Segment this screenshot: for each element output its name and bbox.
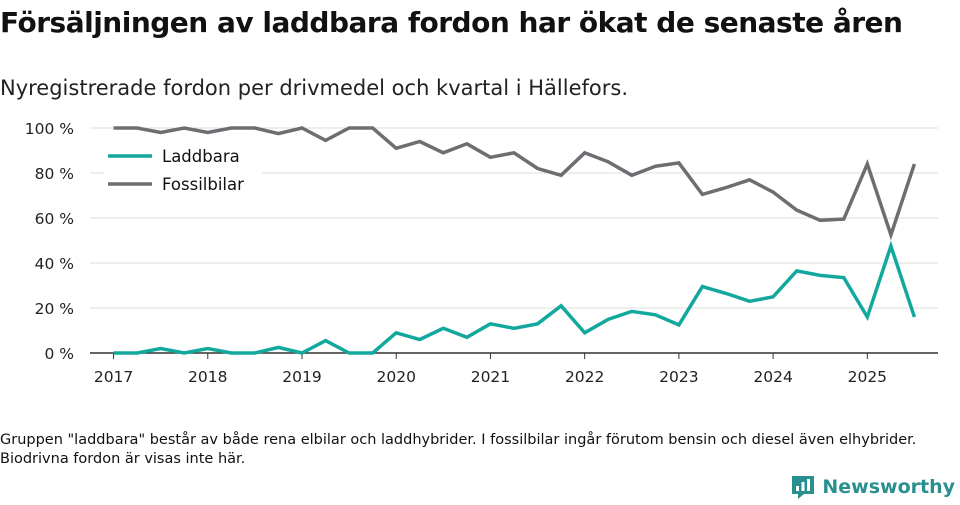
line-chart: 0 % 20 % 40 % 60 % 80 % 100 % 2017 2018 2019 202…	[25, 120, 938, 386]
legend-label-fossilbilar: Fossilbilar	[162, 175, 244, 194]
x-tick-label: 2021	[471, 368, 510, 386]
x-tick-label: 2023	[659, 368, 698, 386]
x-tick-label: 2020	[376, 368, 415, 386]
series-line-fossilbilar	[113, 126, 917, 241]
footnote: Gruppen "laddbara" består av både rena e…	[0, 432, 917, 467]
x-tick-label: 2024	[753, 368, 792, 386]
x-tick-label: 2019	[282, 368, 321, 386]
chart-title: Försäljningen av laddbara fordon har öka…	[0, 6, 903, 39]
brand-name: Newsworthy	[822, 476, 955, 498]
x-tick-label: 2017	[94, 368, 133, 386]
x-tick-label: 2022	[565, 368, 604, 386]
legend: Laddbara Fossilbilar	[104, 144, 262, 200]
series-lines	[113, 126, 917, 355]
newsworthy-logo-icon	[792, 476, 815, 499]
series-line-laddbara	[113, 240, 917, 355]
y-tick-label: 40 %	[35, 255, 74, 273]
legend-background	[104, 144, 262, 200]
y-tick-label: 100 %	[25, 120, 74, 138]
x-axis: 2017 2018 2019 2020 2021 2022 2023 2024 2025	[90, 352, 938, 386]
x-tick-label: 2025	[848, 368, 887, 386]
y-axis-ticks: 0 % 20 % 40 % 60 % 80 % 100 %	[25, 120, 74, 363]
chart-subtitle: Nyregistrerade fordon per drivmedel och …	[0, 76, 629, 100]
legend-label-laddbara: Laddbara	[162, 147, 240, 166]
x-tick-label: 2018	[188, 368, 227, 386]
y-tick-label: 20 %	[35, 300, 74, 318]
y-tick-label: 60 %	[35, 210, 74, 228]
brand-logo[interactable]: Newsworthy	[790, 474, 955, 500]
y-tick-label: 0 %	[44, 345, 74, 363]
y-tick-label: 80 %	[35, 165, 74, 183]
